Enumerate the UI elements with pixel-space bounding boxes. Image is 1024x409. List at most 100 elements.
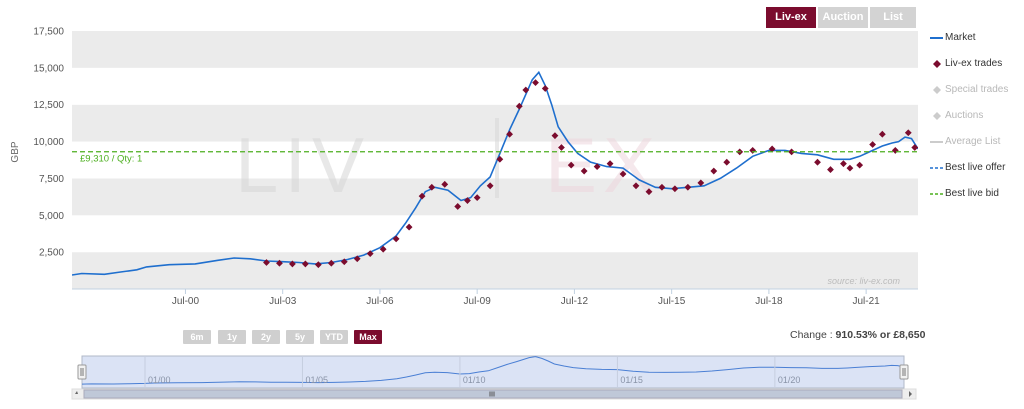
plot-band (72, 215, 918, 253)
trade-point[interactable] (551, 132, 559, 140)
trade-point[interactable] (532, 79, 539, 86)
plot-band (72, 67, 918, 105)
trade-point[interactable] (405, 223, 413, 231)
chart-axes: 2,500 5,000 7,500 10,000 12,500 15,000 17,500 J… (33, 27, 918, 307)
trade-point[interactable] (619, 170, 627, 178)
trade-point[interactable] (340, 258, 348, 266)
trade-point[interactable] (428, 183, 436, 191)
trade-point[interactable] (522, 86, 530, 94)
legend-label: Best live bid (945, 188, 999, 199)
trade-point[interactable] (814, 158, 821, 166)
trade-point[interactable] (506, 130, 513, 138)
trade-point[interactable] (856, 161, 864, 169)
trade-point[interactable] (567, 161, 575, 169)
legend-label: Average List (945, 136, 1001, 147)
tab-list[interactable]: List (870, 7, 916, 28)
y-tick-label: 10,000 (33, 137, 64, 148)
trade-point[interactable] (710, 167, 718, 175)
legend-label: Liv-ex trades (945, 58, 1003, 69)
range-button-6m[interactable]: 6m (183, 330, 211, 344)
legend-symbol-icon (930, 167, 943, 169)
tab-auction[interactable]: Auction (818, 7, 868, 28)
trade-point[interactable] (263, 259, 270, 266)
legend-label: Auctions (945, 110, 984, 121)
trade-point[interactable] (878, 130, 886, 138)
x-tick-label: Jul-00 (172, 296, 200, 307)
legend-symbol-icon (933, 86, 941, 94)
legend-symbol-icon (930, 193, 943, 195)
x-tick-label: Jul-03 (269, 296, 297, 307)
trade-point[interactable] (418, 192, 426, 200)
scroll-left-arrow-icon[interactable] (75, 391, 78, 394)
legend-label: Best live offer (945, 162, 1006, 173)
trade-point[interactable] (486, 182, 494, 190)
y-tick-label: 17,500 (33, 27, 64, 38)
trade-point[interactable] (541, 85, 549, 92)
scrollbar-thumb[interactable] (83, 389, 903, 399)
trade-point[interactable] (684, 183, 692, 191)
y-tick-label: 7,500 (39, 174, 64, 185)
legend-symbol-icon (933, 60, 941, 68)
legend-diamond-icon (933, 60, 941, 68)
x-tick-label: Jul-15 (658, 296, 686, 307)
legend-diamond-icon (933, 112, 941, 120)
trade-point[interactable] (723, 158, 731, 166)
tab-liv-ex[interactable]: Liv-ex (766, 7, 816, 28)
trade-point[interactable] (441, 180, 449, 188)
trade-point[interactable] (606, 160, 614, 168)
change-summary: Change : 910.53% or £8,650 (790, 329, 925, 341)
trade-point[interactable] (658, 183, 666, 191)
trade-point[interactable] (840, 160, 847, 168)
trade-point[interactable] (289, 260, 296, 268)
trade-point[interactable] (301, 260, 309, 268)
trade-point[interactable] (846, 164, 854, 172)
y-tick-label: 15,000 (33, 63, 64, 74)
trade-point[interactable] (327, 259, 335, 267)
navigator-handle-right[interactable] (899, 364, 909, 380)
trade-point[interactable] (768, 145, 776, 153)
trade-point[interactable] (580, 167, 588, 175)
trade-point[interactable] (366, 250, 374, 258)
trade-point[interactable] (593, 163, 601, 171)
best-bid-label: £9,310 / Qty: 1 (80, 154, 142, 165)
range-button-2y[interactable]: 2y (252, 330, 280, 344)
trade-point[interactable] (827, 166, 834, 173)
trade-point[interactable] (911, 144, 918, 151)
trade-point[interactable] (632, 182, 640, 190)
y-axis-label: GBP (10, 141, 21, 162)
legend-label: Special trades (945, 84, 1009, 95)
legend-diamond-icon (933, 86, 941, 94)
trade-point[interactable] (392, 235, 400, 243)
trade-point[interactable] (671, 185, 679, 193)
trade-point[interactable] (454, 203, 462, 210)
trade-point[interactable] (353, 255, 361, 263)
trade-point[interactable] (558, 144, 565, 151)
trade-point[interactable] (869, 141, 877, 148)
trade-point[interactable] (904, 129, 912, 137)
source-label: source: liv-ex.com (827, 276, 900, 286)
scroll-right-arrow-icon[interactable] (909, 391, 912, 397)
trade-point[interactable] (464, 197, 471, 204)
trade-point[interactable] (496, 155, 504, 163)
trade-point[interactable] (473, 194, 481, 201)
range-button-5y[interactable]: 5y (286, 330, 314, 344)
range-navigator[interactable]: 01/00 01/05 01/10 01/15 01/20 (71, 355, 917, 400)
x-tick-label: Jul-12 (561, 296, 589, 307)
trade-point[interactable] (645, 188, 653, 196)
change-value: 910.53% or £8,650 (835, 329, 926, 341)
navigator-tick-label: 01/20 (778, 375, 801, 385)
trade-point[interactable] (788, 148, 795, 156)
range-button-ytd[interactable]: YTD (320, 330, 348, 344)
trade-point[interactable] (697, 179, 705, 187)
trade-point[interactable] (379, 245, 387, 253)
trade-point[interactable] (276, 259, 283, 267)
range-button-1y[interactable]: 1y (218, 330, 246, 344)
y-tick-label: 5,000 (39, 211, 64, 222)
navigator-handle-left[interactable] (77, 364, 87, 380)
plot-band (72, 252, 918, 289)
range-button-max[interactable]: Max (354, 330, 382, 344)
trade-point[interactable] (515, 102, 523, 110)
trade-point[interactable] (314, 261, 322, 269)
